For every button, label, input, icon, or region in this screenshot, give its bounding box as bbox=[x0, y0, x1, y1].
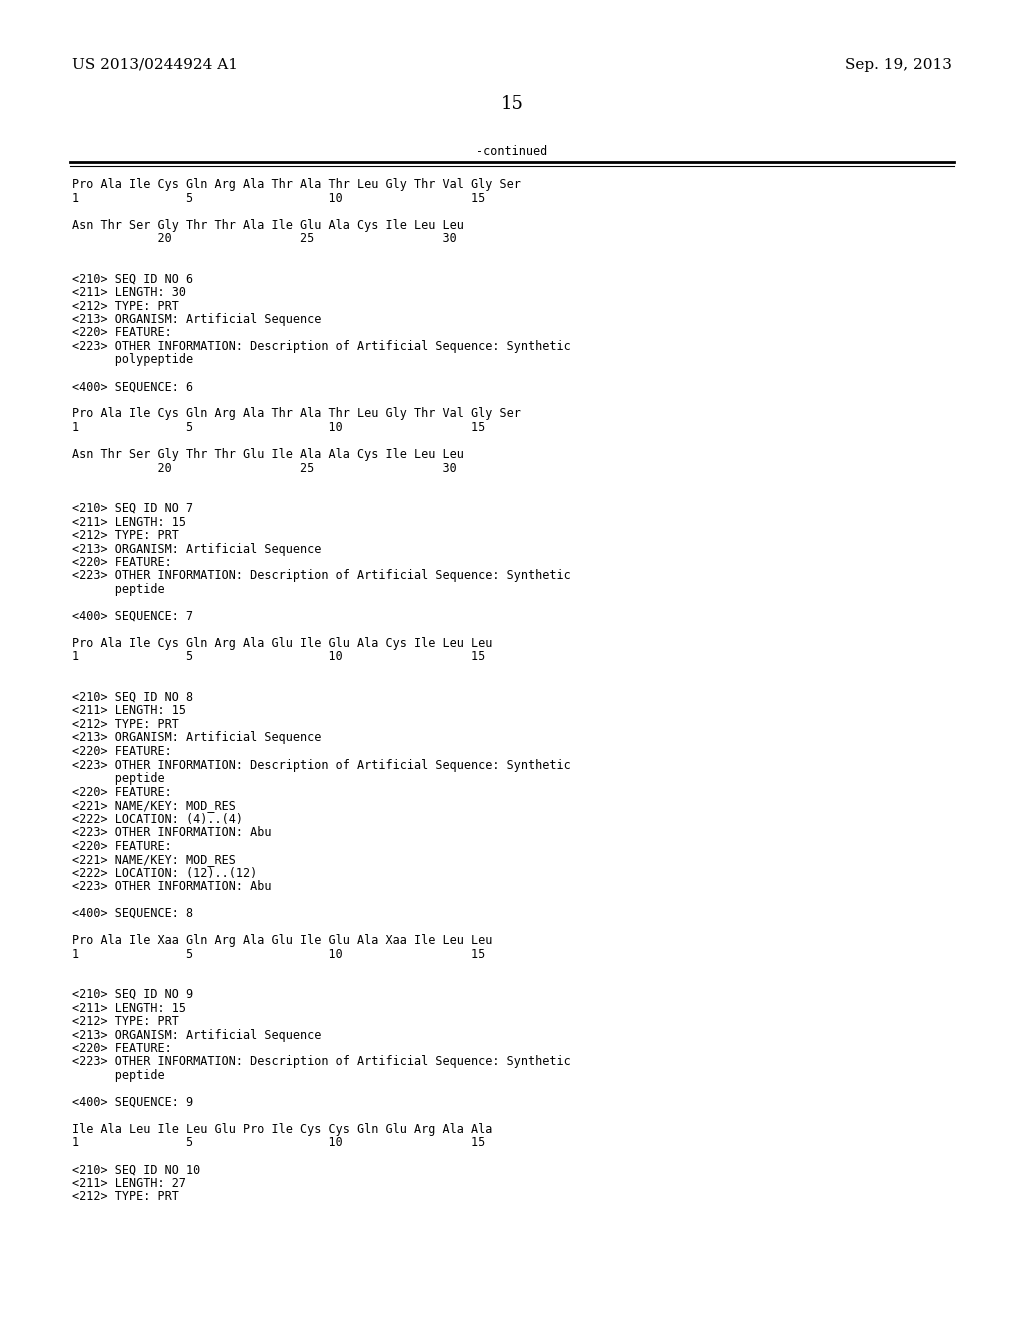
Text: <211> LENGTH: 27: <211> LENGTH: 27 bbox=[72, 1177, 186, 1191]
Text: <213> ORGANISM: Artificial Sequence: <213> ORGANISM: Artificial Sequence bbox=[72, 731, 322, 744]
Text: <211> LENGTH: 30: <211> LENGTH: 30 bbox=[72, 286, 186, 300]
Text: Pro Ala Ile Xaa Gln Arg Ala Glu Ile Glu Ala Xaa Ile Leu Leu: Pro Ala Ile Xaa Gln Arg Ala Glu Ile Glu … bbox=[72, 935, 493, 946]
Text: 1               5                   10                  15: 1 5 10 15 bbox=[72, 191, 485, 205]
Text: <212> TYPE: PRT: <212> TYPE: PRT bbox=[72, 718, 179, 731]
Text: Pro Ala Ile Cys Gln Arg Ala Thr Ala Thr Leu Gly Thr Val Gly Ser: Pro Ala Ile Cys Gln Arg Ala Thr Ala Thr … bbox=[72, 178, 521, 191]
Text: <220> FEATURE:: <220> FEATURE: bbox=[72, 840, 172, 853]
Text: <220> FEATURE:: <220> FEATURE: bbox=[72, 326, 172, 339]
Text: Sep. 19, 2013: Sep. 19, 2013 bbox=[845, 58, 952, 73]
Text: Pro Ala Ile Cys Gln Arg Ala Thr Ala Thr Leu Gly Thr Val Gly Ser: Pro Ala Ile Cys Gln Arg Ala Thr Ala Thr … bbox=[72, 408, 521, 421]
Text: <400> SEQUENCE: 9: <400> SEQUENCE: 9 bbox=[72, 1096, 194, 1109]
Text: polypeptide: polypeptide bbox=[72, 354, 194, 367]
Text: Ile Ala Leu Ile Leu Glu Pro Ile Cys Cys Gln Glu Arg Ala Ala: Ile Ala Leu Ile Leu Glu Pro Ile Cys Cys … bbox=[72, 1123, 493, 1137]
Text: <213> ORGANISM: Artificial Sequence: <213> ORGANISM: Artificial Sequence bbox=[72, 1028, 322, 1041]
Text: peptide: peptide bbox=[72, 583, 165, 597]
Text: <211> LENGTH: 15: <211> LENGTH: 15 bbox=[72, 1002, 186, 1015]
Text: <210> SEQ ID NO 7: <210> SEQ ID NO 7 bbox=[72, 502, 194, 515]
Text: 20                  25                  30: 20 25 30 bbox=[72, 462, 457, 474]
Text: <222> LOCATION: (4)..(4): <222> LOCATION: (4)..(4) bbox=[72, 813, 243, 825]
Text: <220> FEATURE:: <220> FEATURE: bbox=[72, 744, 172, 758]
Text: <400> SEQUENCE: 7: <400> SEQUENCE: 7 bbox=[72, 610, 194, 623]
Text: <210> SEQ ID NO 6: <210> SEQ ID NO 6 bbox=[72, 272, 194, 285]
Text: Asn Thr Ser Gly Thr Thr Ala Ile Glu Ala Cys Ile Leu Leu: Asn Thr Ser Gly Thr Thr Ala Ile Glu Ala … bbox=[72, 219, 464, 231]
Text: peptide: peptide bbox=[72, 772, 165, 785]
Text: <211> LENGTH: 15: <211> LENGTH: 15 bbox=[72, 705, 186, 718]
Text: <211> LENGTH: 15: <211> LENGTH: 15 bbox=[72, 516, 186, 528]
Text: Asn Thr Ser Gly Thr Thr Glu Ile Ala Ala Cys Ile Leu Leu: Asn Thr Ser Gly Thr Thr Glu Ile Ala Ala … bbox=[72, 447, 464, 461]
Text: <223> OTHER INFORMATION: Description of Artificial Sequence: Synthetic: <223> OTHER INFORMATION: Description of … bbox=[72, 759, 570, 771]
Text: <220> FEATURE:: <220> FEATURE: bbox=[72, 785, 172, 799]
Text: <222> LOCATION: (12)..(12): <222> LOCATION: (12)..(12) bbox=[72, 866, 257, 879]
Text: 1               5                   10                  15: 1 5 10 15 bbox=[72, 1137, 485, 1150]
Text: <223> OTHER INFORMATION: Abu: <223> OTHER INFORMATION: Abu bbox=[72, 826, 271, 840]
Text: <210> SEQ ID NO 8: <210> SEQ ID NO 8 bbox=[72, 690, 194, 704]
Text: <210> SEQ ID NO 10: <210> SEQ ID NO 10 bbox=[72, 1163, 201, 1176]
Text: <223> OTHER INFORMATION: Abu: <223> OTHER INFORMATION: Abu bbox=[72, 880, 271, 894]
Text: 1               5                   10                  15: 1 5 10 15 bbox=[72, 651, 485, 664]
Text: <220> FEATURE:: <220> FEATURE: bbox=[72, 556, 172, 569]
Text: <210> SEQ ID NO 9: <210> SEQ ID NO 9 bbox=[72, 987, 194, 1001]
Text: <221> NAME/KEY: MOD_RES: <221> NAME/KEY: MOD_RES bbox=[72, 853, 236, 866]
Text: 1               5                   10                  15: 1 5 10 15 bbox=[72, 421, 485, 434]
Text: 1               5                   10                  15: 1 5 10 15 bbox=[72, 948, 485, 961]
Text: <212> TYPE: PRT: <212> TYPE: PRT bbox=[72, 529, 179, 543]
Text: US 2013/0244924 A1: US 2013/0244924 A1 bbox=[72, 58, 238, 73]
Text: <212> TYPE: PRT: <212> TYPE: PRT bbox=[72, 1015, 179, 1028]
Text: peptide: peptide bbox=[72, 1069, 165, 1082]
Text: <221> NAME/KEY: MOD_RES: <221> NAME/KEY: MOD_RES bbox=[72, 799, 236, 812]
Text: 15: 15 bbox=[501, 95, 523, 114]
Text: <220> FEATURE:: <220> FEATURE: bbox=[72, 1041, 172, 1055]
Text: <223> OTHER INFORMATION: Description of Artificial Sequence: Synthetic: <223> OTHER INFORMATION: Description of … bbox=[72, 1056, 570, 1068]
Text: Pro Ala Ile Cys Gln Arg Ala Glu Ile Glu Ala Cys Ile Leu Leu: Pro Ala Ile Cys Gln Arg Ala Glu Ile Glu … bbox=[72, 638, 493, 649]
Text: -continued: -continued bbox=[476, 145, 548, 158]
Text: <400> SEQUENCE: 6: <400> SEQUENCE: 6 bbox=[72, 380, 194, 393]
Text: <213> ORGANISM: Artificial Sequence: <213> ORGANISM: Artificial Sequence bbox=[72, 313, 322, 326]
Text: <212> TYPE: PRT: <212> TYPE: PRT bbox=[72, 300, 179, 313]
Text: <213> ORGANISM: Artificial Sequence: <213> ORGANISM: Artificial Sequence bbox=[72, 543, 322, 556]
Text: <223> OTHER INFORMATION: Description of Artificial Sequence: Synthetic: <223> OTHER INFORMATION: Description of … bbox=[72, 569, 570, 582]
Text: <400> SEQUENCE: 8: <400> SEQUENCE: 8 bbox=[72, 907, 194, 920]
Text: <212> TYPE: PRT: <212> TYPE: PRT bbox=[72, 1191, 179, 1204]
Text: <223> OTHER INFORMATION: Description of Artificial Sequence: Synthetic: <223> OTHER INFORMATION: Description of … bbox=[72, 341, 570, 352]
Text: 20                  25                  30: 20 25 30 bbox=[72, 232, 457, 246]
